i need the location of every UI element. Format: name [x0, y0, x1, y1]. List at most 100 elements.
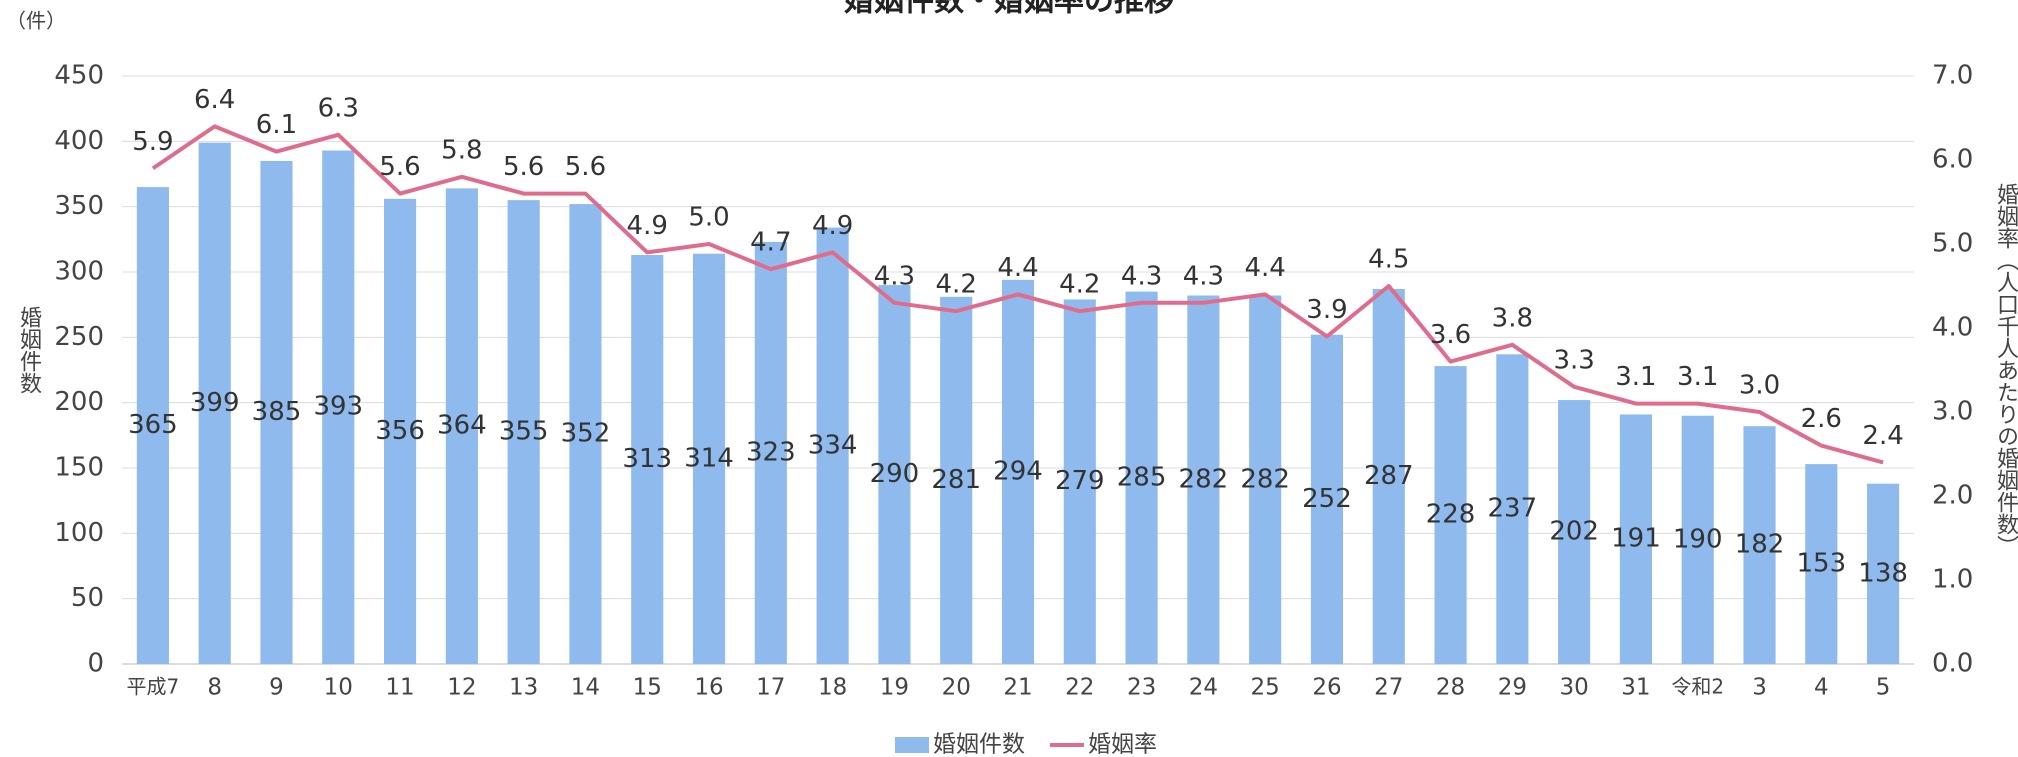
x-tick-label: 21 — [1003, 675, 1032, 701]
line-value-label: 3.0 — [1739, 371, 1780, 401]
x-tick-label: 24 — [1189, 675, 1218, 701]
bar — [445, 188, 478, 664]
x-tick-label: 平成7 — [127, 675, 180, 699]
line-value-label: 4.9 — [812, 211, 853, 241]
bar-value-label: 287 — [1364, 461, 1414, 491]
y-unit: （件） — [6, 9, 66, 33]
legend-swatch — [895, 737, 929, 753]
x-tick-label: 3 — [1752, 675, 1767, 701]
line-value-label: 5.6 — [503, 152, 544, 182]
x-tick-label: 22 — [1065, 675, 1094, 701]
bar — [1805, 464, 1838, 664]
line-value-label: 3.1 — [1677, 362, 1718, 392]
bar-value-label: 393 — [313, 392, 363, 422]
line-value-label: 4.3 — [1121, 261, 1162, 291]
bar-value-label: 364 — [437, 411, 487, 441]
bar-value-label: 290 — [870, 459, 920, 489]
y-tick-label: 400 — [54, 126, 104, 156]
bar-value-label: 153 — [1796, 549, 1846, 579]
bar-value-label: 355 — [499, 417, 549, 447]
x-tick-label: 31 — [1621, 675, 1650, 701]
bar-value-label: 385 — [252, 397, 302, 427]
x-tick-label: 8 — [207, 675, 222, 701]
line-value-label: 6.1 — [256, 110, 297, 140]
line-value-label: 5.8 — [441, 135, 482, 165]
line-value-label: 2.4 — [1862, 421, 1903, 451]
bar-value-label: 399 — [190, 388, 240, 418]
chart-title: 婚姻件数・婚姻率の推移 — [844, 0, 1174, 19]
x-tick-label: 25 — [1251, 675, 1280, 701]
y2-tick-label: 3.0 — [1932, 397, 1973, 427]
bar — [1681, 415, 1714, 664]
bar — [1249, 295, 1282, 664]
y-tick-label: 200 — [54, 387, 104, 417]
x-tick-label: 令和2 — [1671, 675, 1724, 699]
bar-value-label: 365 — [128, 410, 178, 440]
bar-value-label: 202 — [1549, 517, 1599, 547]
bar-value-label: 252 — [1302, 484, 1352, 514]
bar — [1743, 426, 1776, 664]
bar — [1187, 295, 1220, 664]
line — [151, 124, 1884, 465]
line-value-label: 4.4 — [1244, 253, 1285, 283]
y-axis-label: 婚姻件数 — [16, 306, 42, 394]
bar — [569, 204, 602, 664]
y2-tick-label: 0.0 — [1932, 649, 1973, 679]
bar-value-label: 282 — [1179, 464, 1229, 494]
bar — [754, 241, 787, 665]
y-tick-label: 0 — [87, 649, 104, 679]
bar — [816, 227, 849, 664]
line-value-label: 4.2 — [1059, 270, 1100, 300]
bar-value-label: 281 — [931, 465, 981, 495]
bar — [260, 160, 293, 664]
line-value-label: 3.8 — [1492, 303, 1533, 333]
line-value-label: 6.4 — [194, 85, 235, 115]
x-tick-label: 11 — [385, 675, 414, 701]
bar-value-label: 323 — [746, 437, 796, 467]
bar-value-label: 356 — [375, 416, 425, 446]
line-value-label: 4.3 — [874, 261, 915, 291]
bar — [1063, 299, 1096, 664]
bar — [1310, 334, 1344, 664]
x-tick-label: 28 — [1436, 675, 1465, 701]
bar-value-label: 294 — [993, 456, 1043, 486]
x-tick-label: 19 — [880, 675, 909, 701]
y-tick-label: 50 — [71, 583, 104, 613]
x-tick-label: 5 — [1876, 675, 1891, 701]
bar — [878, 285, 911, 664]
y2-tick-label: 4.0 — [1932, 313, 1973, 343]
legend-label: 婚姻率 — [1088, 732, 1157, 757]
x-tick-label: 20 — [942, 675, 971, 701]
x-tick-label: 23 — [1127, 675, 1156, 701]
bar — [1434, 366, 1467, 664]
y2-tick-label: 7.0 — [1932, 61, 1973, 91]
line-value-label: 4.5 — [1368, 245, 1409, 275]
bar-value-label: 314 — [684, 443, 734, 473]
bar-value-label: 138 — [1858, 558, 1908, 588]
bar-value-label: 182 — [1735, 530, 1785, 560]
y-tick-label: 250 — [54, 322, 104, 352]
y2-tick-label: 5.0 — [1932, 229, 1973, 259]
y2-tick-label: 2.0 — [1932, 481, 1973, 511]
line-value-label: 4.2 — [936, 270, 977, 300]
bar-value-label: 352 — [561, 419, 611, 449]
bar — [198, 142, 231, 664]
bar — [1496, 354, 1529, 664]
bar — [1001, 279, 1035, 664]
line-value-label: 5.9 — [132, 127, 173, 157]
x-tick-label: 13 — [509, 675, 538, 701]
line-value-label: 3.3 — [1553, 345, 1594, 375]
bar — [692, 253, 726, 664]
line-value-label: 4.7 — [750, 228, 791, 258]
bar — [1372, 288, 1405, 664]
bar — [507, 200, 540, 664]
y-tick-label: 450 — [54, 61, 104, 91]
line-value-label: 4.9 — [627, 211, 668, 241]
y-tick-label: 300 — [54, 257, 104, 287]
y2-axis-label: 婚姻率（人口千人あたりの婚姻件数） — [1993, 183, 2018, 557]
x-tick-label: 16 — [694, 675, 723, 701]
bar — [1867, 483, 1900, 664]
bar — [1558, 400, 1591, 664]
bar — [1619, 414, 1652, 664]
x-tick-label: 27 — [1374, 675, 1403, 701]
